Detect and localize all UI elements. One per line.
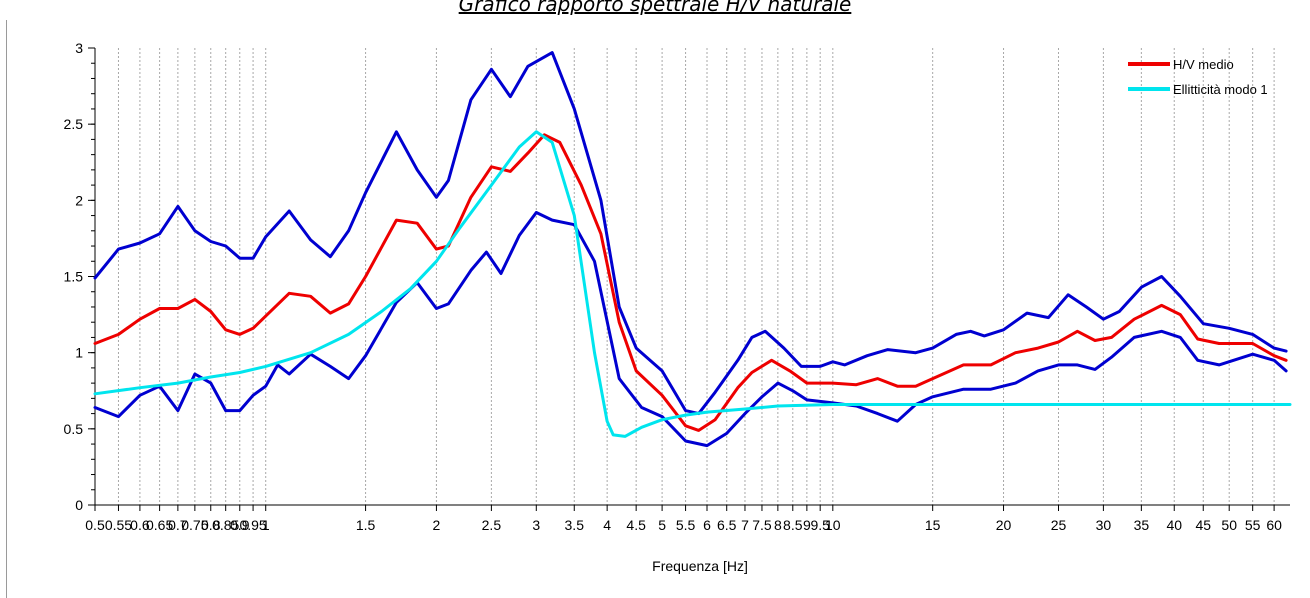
x-axis-title: Frequenza [Hz] [652, 558, 748, 574]
series-ellitticit-modo-1-line [93, 130, 1292, 438]
x-tick-label: 3.5 [565, 517, 585, 533]
y-tick-label: 1 [75, 345, 83, 361]
x-tick-label: 20 [996, 517, 1012, 533]
x-tick-label: 25 [1051, 517, 1067, 533]
x-tick-label: 6.5 [717, 517, 737, 533]
x-tick-label: 8.5 [783, 517, 803, 533]
x-tick-label: 6 [703, 517, 711, 533]
y-tick-label: 1.5 [64, 269, 84, 285]
x-tick-label: 3 [532, 517, 540, 533]
x-tick-label: 8 [774, 517, 782, 533]
chart-title: Grafico rapporto spettrale H/V naturale [458, 0, 852, 16]
x-tick-label: 1 [262, 517, 270, 533]
x-tick-label: 7.5 [752, 517, 772, 533]
x-tick-label: 0.55 [105, 517, 132, 533]
x-tick-label: 0.8 [201, 517, 221, 533]
x-tick-label: 4.5 [626, 517, 646, 533]
series-h-v-medio-line [93, 133, 1288, 432]
x-tick-label: 5 [658, 517, 666, 533]
series-band-2-line [93, 211, 1288, 448]
x-tick-label: 0.75 [181, 517, 208, 533]
x-tick-label: 0.9 [230, 517, 250, 533]
x-tick-label: 2.5 [482, 517, 502, 533]
x-tick-label: 2 [433, 517, 441, 533]
y-tick-label: 3 [75, 40, 83, 56]
x-tick-label: 10 [825, 517, 841, 533]
x-tick-label: 60 [1266, 517, 1282, 533]
x-tick-label: 40 [1166, 517, 1182, 533]
legend: H/V medio Ellitticità modo 1 [1128, 57, 1268, 97]
grid-lines [117, 48, 1275, 505]
x-tick-label: 4 [603, 517, 611, 533]
x-tick-label: 0.6 [130, 517, 150, 533]
y-tick-label: 0.5 [64, 421, 84, 437]
x-tick-label: 9 [803, 517, 811, 533]
y-tick-label: 2 [75, 192, 83, 208]
x-tick-label: 0.7 [168, 517, 188, 533]
x-tick-label: 1.5 [356, 517, 376, 533]
x-tick-label: 30 [1096, 517, 1112, 533]
x-tick-label: 9.5 [810, 517, 830, 533]
series-lines [93, 51, 1292, 448]
legend-label: Ellitticità modo 1 [1173, 82, 1268, 97]
y-tick-label: 0 [75, 497, 83, 513]
x-tick-label: 0.85 [212, 517, 239, 533]
axes: 0.5 0.550.60.650.70.750.80.850.90.951 1.5 2… [64, 40, 1290, 533]
x-tick-label: 35 [1134, 517, 1150, 533]
legend-label: H/V medio [1173, 57, 1234, 72]
panel-border [6, 20, 7, 598]
x-tick-label: 0.65 [146, 517, 173, 533]
x-tick-label: 7 [741, 517, 749, 533]
x-tick-label: 15 [925, 517, 941, 533]
x-tick-label: 0.95 [239, 517, 266, 533]
x-tick-label: 55 [1245, 517, 1261, 533]
x-tick-label: 5.5 [676, 517, 696, 533]
y-tick-label: 2.5 [64, 116, 84, 132]
x-tick-label: 45 [1195, 517, 1211, 533]
x-tick-label: 50 [1221, 517, 1237, 533]
x-tick-label: 0.5 [85, 517, 105, 533]
